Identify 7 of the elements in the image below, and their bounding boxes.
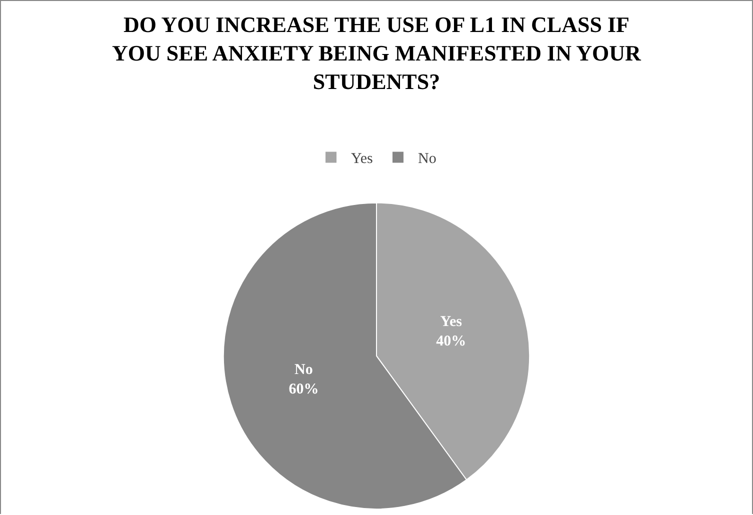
legend-label: No [418,151,436,168]
legend-label: Yes [351,151,373,168]
data-label: 60% [288,381,319,398]
chart-title: DO YOU INCREASE THE USE OF L1 IN CLASS IF YOU SEE ANXIETY BEING MANIFESTED IN YOUR STUDENTS? [112,12,642,94]
slice-label: No [294,362,313,378]
slice-label: Yes [440,314,462,330]
data-label: 40% [436,333,466,350]
